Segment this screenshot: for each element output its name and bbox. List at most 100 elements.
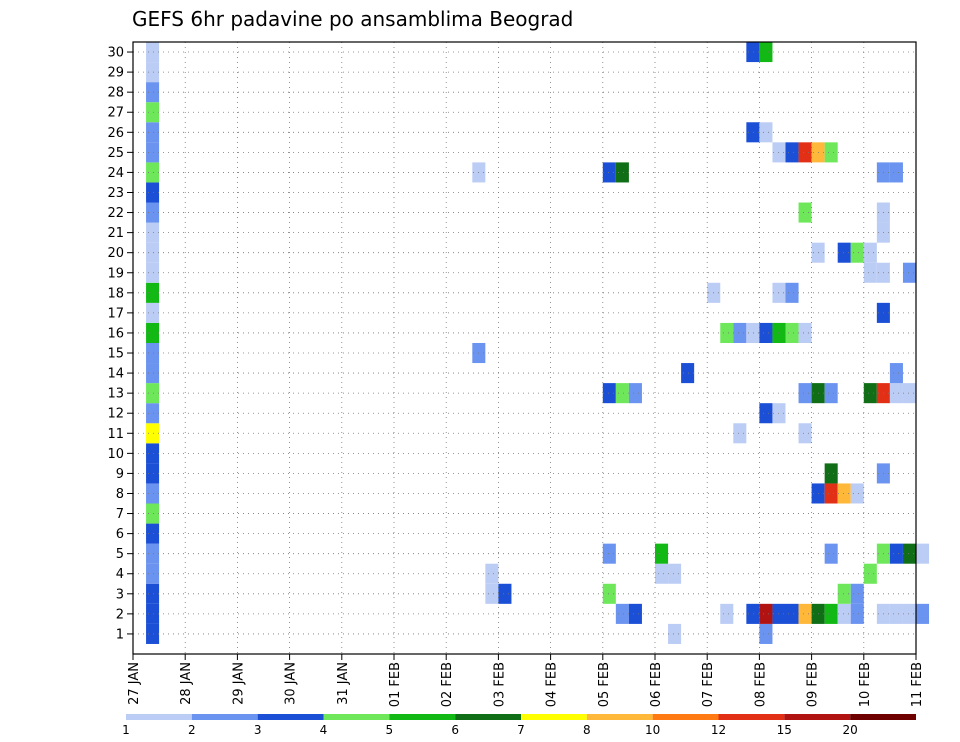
heatmap-cell <box>146 142 160 163</box>
heatmap-cell <box>146 162 160 183</box>
y-tick-label: 15 <box>107 347 124 362</box>
heatmap-cell <box>615 383 629 404</box>
heatmap-cell <box>837 483 851 504</box>
heatmap-cell <box>759 122 773 143</box>
y-tick-label: 11 <box>107 427 124 442</box>
heatmap-cell <box>916 543 930 564</box>
heatmap-cell <box>902 603 916 624</box>
colorbar-swatch <box>191 714 258 720</box>
heatmap-cell <box>146 583 160 604</box>
heatmap-cell <box>824 142 838 163</box>
heatmap-cell <box>850 483 864 504</box>
colorbar-label: 3 <box>254 723 262 737</box>
y-tick-label: 13 <box>107 387 124 402</box>
colorbar-label: 6 <box>451 723 459 737</box>
y-tick-label: 18 <box>107 286 124 301</box>
heatmap-cell <box>759 322 773 343</box>
colorbar-swatch <box>784 714 851 720</box>
heatmap-cell <box>798 383 812 404</box>
heatmap-cell <box>146 563 160 584</box>
heatmap-cell <box>837 603 851 624</box>
colorbar-label: 15 <box>777 723 792 737</box>
heatmap-cell <box>759 623 773 644</box>
heatmap-cell <box>889 383 903 404</box>
y-tick-label: 26 <box>107 126 124 141</box>
heatmap-cell <box>615 603 629 624</box>
x-tick-label: 03 FEB <box>492 662 507 707</box>
heatmap-cell <box>628 383 642 404</box>
colorbar-label: 7 <box>517 723 525 737</box>
y-tick-label: 30 <box>107 46 124 61</box>
heatmap-cell <box>733 322 747 343</box>
heatmap-cells <box>146 42 930 644</box>
x-tick-label: 29 JAN <box>231 662 246 705</box>
heatmap-cell <box>655 563 669 584</box>
heatmap-cell <box>146 623 160 644</box>
x-tick-label: 07 FEB <box>701 662 716 707</box>
heatmap-cell <box>602 383 616 404</box>
heatmap-cell <box>785 282 799 303</box>
heatmap-cell <box>498 583 512 604</box>
colorbar-label: 12 <box>711 723 726 737</box>
heatmap-cell <box>902 383 916 404</box>
y-tick-label: 9 <box>116 467 124 482</box>
heatmap-cell <box>655 543 669 564</box>
colorbar-swatch <box>126 714 192 720</box>
heatmap-cell <box>146 202 160 223</box>
heatmap-cell <box>863 563 877 584</box>
x-tick-label: 31 JAN <box>336 662 351 705</box>
heatmap-cell <box>837 583 851 604</box>
x-tick-label: 06 FEB <box>649 662 664 707</box>
y-tick-label: 12 <box>107 407 124 422</box>
heatmap-cell <box>824 463 838 484</box>
colorbar-swatch <box>652 714 719 720</box>
heatmap-cell <box>146 463 160 484</box>
y-tick-label: 4 <box>116 567 124 582</box>
heatmap-cell <box>759 603 773 624</box>
x-tick-label: 10 FEB <box>858 662 873 707</box>
y-tick-label: 21 <box>107 226 124 241</box>
y-tick-label: 25 <box>107 146 124 161</box>
heatmap-cell <box>720 603 734 624</box>
heatmap-cell <box>785 142 799 163</box>
colorbar-label: 2 <box>188 723 196 737</box>
colorbar-swatch <box>718 714 785 720</box>
heatmap-cell <box>602 583 616 604</box>
heatmap-cell <box>146 302 160 323</box>
colorbar-label: 20 <box>843 723 858 737</box>
y-tick-label: 29 <box>107 66 124 81</box>
heatmap-cell <box>785 322 799 343</box>
heatmap-cell <box>146 483 160 504</box>
heatmap-cell <box>785 603 799 624</box>
heatmap-cell <box>146 543 160 564</box>
y-tick-label: 24 <box>107 166 124 181</box>
heatmap-cell <box>146 42 160 63</box>
heatmap-cell <box>759 403 773 424</box>
heatmap-cell <box>863 262 877 283</box>
colorbar: 1 2 3 4 5 6 7 8 10 12 15 20 <box>122 714 916 737</box>
heatmap-cell <box>746 603 760 624</box>
chart-title: GEFS 6hr padavine po ansamblima Beograd <box>132 7 573 31</box>
x-axis-ticks: 27 JAN 28 JAN 29 JAN 30 JAN 31 JAN 01 FEB 02 F… <box>127 654 925 707</box>
heatmap-cell <box>146 82 160 103</box>
heatmap-cell <box>798 202 812 223</box>
plot-frame <box>132 41 917 655</box>
y-tick-label: 16 <box>107 326 124 341</box>
x-tick-label: 01 FEB <box>388 662 403 707</box>
heatmap-cell <box>798 603 812 624</box>
heatmap-cell <box>146 363 160 384</box>
colorbar-label: 5 <box>385 723 393 737</box>
colorbar-swatch <box>586 714 653 720</box>
heatmap-cell <box>850 583 864 604</box>
heatmap-cell <box>602 162 616 183</box>
gridlines <box>133 42 916 654</box>
heatmap-cell <box>602 543 616 564</box>
y-tick-label: 6 <box>116 527 124 542</box>
heatmap-cell <box>146 383 160 404</box>
y-tick-label: 22 <box>107 206 124 221</box>
heatmap-cell <box>916 603 930 624</box>
heatmap-cell <box>746 122 760 143</box>
heatmap-cell <box>146 122 160 143</box>
heatmap-cell <box>746 322 760 343</box>
y-tick-label: 19 <box>107 266 124 281</box>
